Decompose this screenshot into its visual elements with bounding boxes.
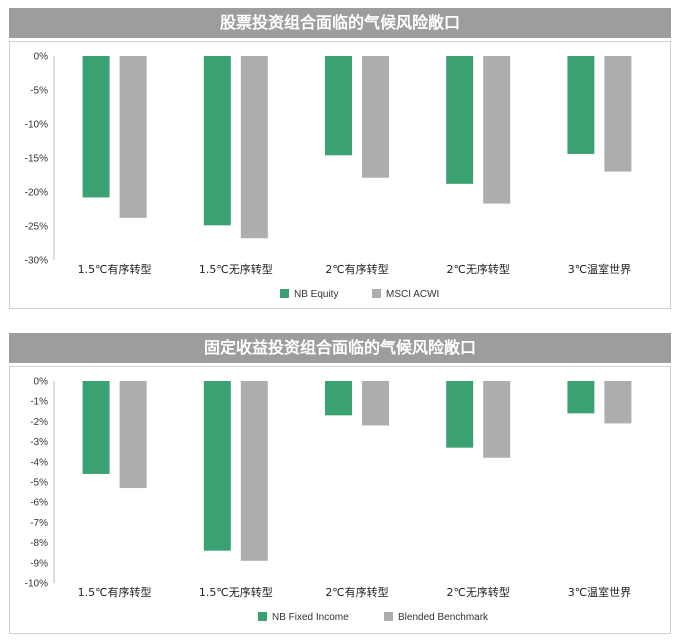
equity-y-tick-label: -20% — [25, 188, 48, 199]
equity-y-tick-label: -5% — [30, 86, 48, 97]
fixed-income-bar-benchmark — [604, 381, 632, 424]
fixed-income-bar-nb — [325, 381, 352, 416]
fixed-income-chart: 0% -1% -2% -3% -4% -5% -6% -7% -8% -9% -10% 1.5℃有序转… — [25, 377, 632, 623]
fixed-income-y-tick-label: -10% — [25, 579, 48, 590]
equity-bar-benchmark — [362, 56, 389, 178]
fixed-income-bar-benchmark — [240, 381, 268, 561]
fixed-income-y-tick-label: -7% — [30, 518, 48, 529]
fixed-income-legend-label: NB Fixed Income — [272, 612, 349, 623]
equity-legend-swatch — [372, 289, 381, 298]
fixed-income-bar-benchmark — [483, 381, 511, 458]
equity-y-tick-label: 0% — [34, 52, 49, 63]
equity-category-label: 2℃有序转型 — [325, 262, 388, 276]
equity-y-tick-label: -30% — [25, 256, 48, 267]
equity-bar-nb — [446, 56, 474, 184]
fixed-income-bar-benchmark — [119, 381, 147, 489]
fixed-income-legend-label: Blended Benchmark — [398, 612, 489, 623]
fixed-income-y-tick-label: -9% — [30, 558, 48, 569]
fixed-income-bar-benchmark — [362, 381, 389, 426]
equity-y-tick-label: -15% — [25, 154, 48, 165]
equity-category-label: 1.5℃有序转型 — [78, 262, 152, 276]
equity-chart-title: 股票投资组合面临的气候风险敞口 — [9, 8, 671, 38]
fixed-income-bar-nb — [567, 381, 595, 414]
equity-bar-nb — [82, 56, 110, 198]
equity-legend-label: NB Equity — [294, 289, 338, 300]
equity-bar-benchmark — [119, 56, 147, 218]
equity-bar-benchmark — [604, 56, 632, 172]
fixed-income-bar-nb — [446, 381, 474, 448]
fixed-income-category-label: 3℃温室世界 — [568, 585, 631, 599]
equity-category-label: 2℃无序转型 — [447, 262, 510, 276]
fixed-income-category-label: 2℃无序转型 — [447, 585, 510, 599]
equity-bar-benchmark — [483, 56, 511, 204]
fixed-income-y-tick-label: -1% — [30, 397, 48, 408]
fixed-income-legend-swatch — [384, 612, 393, 621]
equity-chart: 0% -5% -10% -15% -20% -25% -30% 1.5℃有序转型 1.5℃无序转… — [25, 52, 632, 300]
fixed-income-bar-nb — [82, 381, 110, 474]
fixed-income-category-label: 1.5℃无序转型 — [199, 585, 273, 599]
fixed-income-y-tick-label: -6% — [30, 498, 48, 509]
equity-legend-label: MSCI ACWI — [386, 289, 439, 300]
fixed-income-chart-panel: 0% -1% -2% -3% -4% -5% -6% -7% -8% -9% -10% 1.5℃有序转… — [9, 366, 671, 634]
fixed-income-y-tick-label: -5% — [30, 478, 48, 489]
fixed-income-y-tick-label: -4% — [30, 457, 48, 468]
fixed-income-category-label: 2℃有序转型 — [325, 585, 388, 599]
fixed-income-y-tick-label: -3% — [30, 437, 48, 448]
equity-bar-nb — [325, 56, 352, 156]
equity-y-tick-label: -25% — [25, 222, 48, 233]
equity-category-label: 3℃温室世界 — [568, 262, 631, 276]
fixed-income-y-tick-label: 0% — [34, 377, 49, 388]
equity-y-tick-label: -10% — [25, 120, 48, 131]
equity-bar-nb — [203, 56, 231, 226]
fixed-income-y-tick-label: -2% — [30, 417, 48, 428]
equity-legend-swatch — [280, 289, 289, 298]
fixed-income-chart-title: 固定收益投资组合面临的气候风险敞口 — [9, 333, 671, 363]
fixed-income-category-label: 1.5℃有序转型 — [78, 585, 152, 599]
fixed-income-legend-swatch — [258, 612, 267, 621]
fixed-income-y-tick-label: -8% — [30, 538, 48, 549]
equity-category-label: 1.5℃无序转型 — [199, 262, 273, 276]
equity-bar-nb — [567, 56, 595, 154]
fixed-income-bar-nb — [203, 381, 231, 551]
equity-bar-benchmark — [240, 56, 268, 239]
equity-chart-panel: 0% -5% -10% -15% -20% -25% -30% 1.5℃有序转型 1.5℃无序转… — [9, 41, 671, 309]
